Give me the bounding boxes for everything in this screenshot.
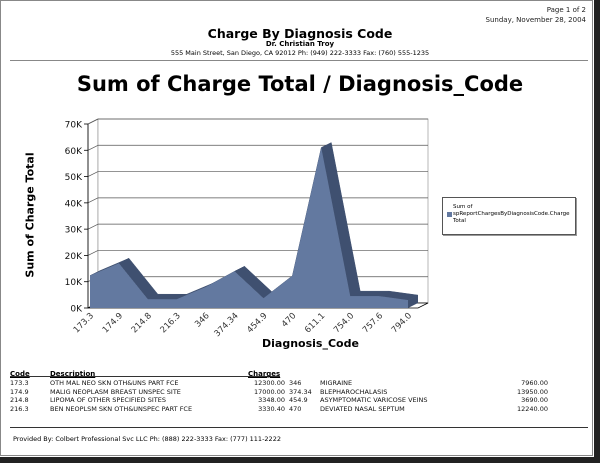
- x-tick-label: 216.3: [159, 311, 183, 335]
- cell-desc: BEN NEOPLSM SKN OTH&UNSPEC PART FCE: [50, 404, 193, 413]
- x-tick-label: 214.8: [130, 311, 154, 335]
- cell-code2: 374.34: [289, 387, 312, 396]
- x-tick-label: 754.0: [332, 311, 356, 335]
- x-tick-label: 611.1: [303, 311, 327, 335]
- cell-code: 214.8: [10, 396, 29, 404]
- footer-rule: [10, 427, 588, 428]
- gridline-side: [87, 250, 99, 256]
- legend-line2: spReportChargesByDiagnosisCode.Charge: [453, 211, 570, 217]
- chart-title: Sum of Charge Total / Diagnosis_Code: [76, 72, 524, 96]
- y-tick-label: 40K: [65, 199, 83, 209]
- y-tick-label: 0K: [70, 305, 83, 315]
- cell-desc: OTH MAL NEO SKN OTH&UNS PART FCE: [50, 379, 179, 387]
- cell-charge2: 13950.00: [516, 387, 548, 396]
- report-date: Sunday, November 28, 2004: [485, 16, 586, 24]
- cell-desc2: BLEPHAROCHALASIS: [320, 387, 388, 396]
- col-charges: Charges: [248, 370, 281, 378]
- cell-code: 174.9: [10, 387, 29, 396]
- cell-charge: 3348.00: [258, 396, 285, 404]
- x-axis-title: Diagnosis_Code: [262, 337, 359, 350]
- cell-charge2: 3690.00: [521, 396, 548, 404]
- y-axis-title: Sum of Charge Total: [23, 152, 37, 278]
- legend-line1: Sum of: [453, 204, 473, 210]
- cell-charge: 3330.40: [258, 404, 285, 413]
- area-side: [408, 295, 418, 308]
- cell-code: 216.3: [10, 404, 29, 413]
- y-tick-label: 50K: [65, 173, 83, 183]
- gridline-side: [87, 197, 99, 204]
- cell-desc: MALIG NEOPLASM BREAST UNSPEC SITE: [50, 387, 181, 396]
- legend: Sum of spReportChargesByDiagnosisCode.Ch…: [442, 197, 576, 235]
- table-header-rule: [10, 376, 280, 377]
- doctor-name: Dr. Christian Troy: [265, 40, 335, 48]
- y-tick-label: 70K: [65, 121, 83, 131]
- x-tick-label: 374.34: [213, 311, 241, 339]
- page-number: Page 1 of 2: [546, 6, 586, 14]
- cell-charge2: 12240.00: [516, 404, 548, 413]
- y-tick-label: 60K: [65, 147, 83, 157]
- cell-charge: 12300.00: [253, 379, 285, 387]
- x-tick-label: 794.0: [390, 311, 414, 335]
- cell-code2: 454.9: [289, 396, 308, 404]
- footer-text: Provided By: Colbert Professional Svc LL…: [13, 435, 281, 443]
- cell-desc2: MIGRAINE: [320, 379, 353, 387]
- address: 555 Main Street, San Diego, CA 92012 Ph:…: [170, 49, 430, 57]
- report-title: Charge By Diagnosis Code: [207, 26, 393, 41]
- cell-code2: 346: [289, 379, 302, 387]
- cell-charge: 17000.00: [253, 387, 285, 396]
- x-tick-label: 454.9: [245, 311, 269, 335]
- x-tick-label: 757.6: [361, 311, 385, 335]
- gridline-side: [87, 144, 99, 151]
- y-tick-label: 20K: [65, 252, 83, 262]
- gridline-side: [87, 118, 99, 125]
- x-tick-label: 470: [280, 311, 299, 330]
- gridline-side: [87, 171, 99, 177]
- y-tick-label: 10K: [65, 278, 83, 288]
- legend-line3: Total: [453, 218, 466, 224]
- area-chart: 0K 10K 20K 30K 40K 50K 60K 70K 173.3 174.9 214.8 21…: [65, 118, 429, 339]
- col-description: Description: [50, 370, 96, 378]
- cell-code: 173.3: [10, 379, 29, 387]
- x-tick-label: 173.3: [72, 311, 96, 335]
- cell-desc2: DEVIATED NASAL SEPTUM: [320, 404, 405, 413]
- cell-charge2: 7960.00: [521, 379, 548, 387]
- legend-swatch: [447, 212, 452, 217]
- page-border: [0, 0, 593, 456]
- x-tick-label: 174.9: [101, 311, 125, 335]
- area-front: [90, 147, 408, 308]
- col-code: Code: [10, 370, 30, 378]
- x-tick-label: 346: [193, 311, 212, 330]
- header-rule: [10, 60, 588, 61]
- cell-desc: LIPOMA OF OTHER SPECIFIED SITES: [50, 396, 166, 404]
- cell-code2: 470: [289, 404, 302, 413]
- cell-desc2: ASYMPTOMATIC VARICOSE VEINS: [320, 396, 428, 404]
- gridline-side: [87, 223, 99, 230]
- y-tick-label: 30K: [65, 226, 83, 236]
- back-wall: [97, 118, 429, 304]
